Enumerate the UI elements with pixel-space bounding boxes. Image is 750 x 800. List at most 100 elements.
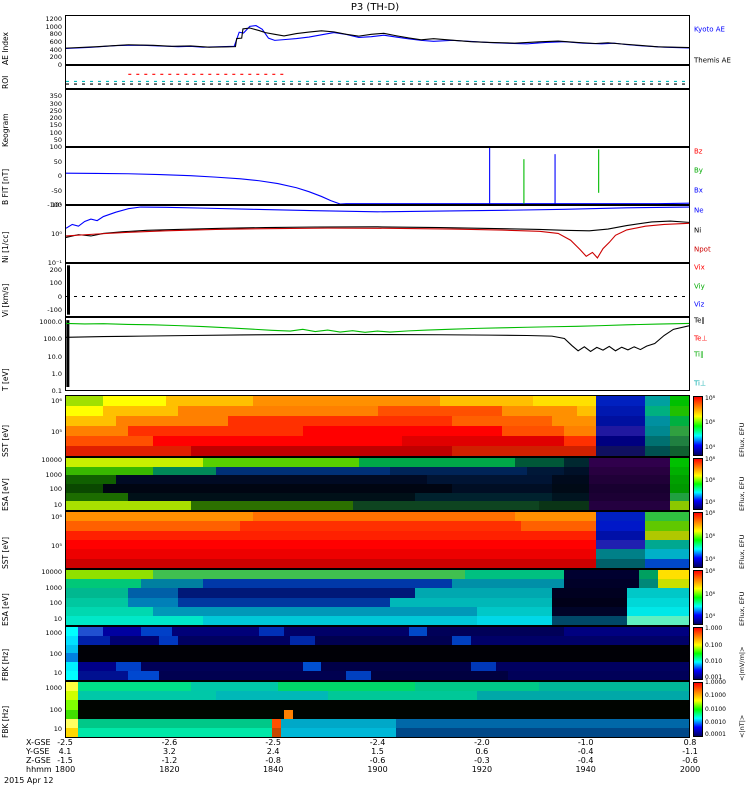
esa-ele-y-tick: 10000 [41,568,62,577]
x-tick-value: -0.4 [577,747,594,756]
spectrogram-cell [551,492,590,502]
fbk-b-colorbar-tick: 0.0010 [705,718,726,726]
spectrogram-cell [128,671,160,680]
bfit-series-svg [66,148,689,204]
x-axis-tick-values: -2.5 4.1 -1.5 1800 -2.6 3.2 -1.2 1820 -2.5 2.4 -0.… [55,738,700,786]
fbk-e-y-tick: 10 [53,668,62,677]
spectrogram-row [66,691,689,701]
esa-ele-y-label: ESA [eV] [1,593,10,626]
spectrogram-row [66,671,689,680]
esa-ele-y-axis: ESA [eV] 10000 1000 100 10 [0,569,65,626]
spectrogram-cell [78,662,116,672]
x-axis-row-label-X-GSE: X-GSE [26,738,51,747]
spectrogram-cell [66,727,79,737]
x-tick-value: -0.8 [265,756,281,765]
x-tick-value: 2000 [679,765,701,774]
esa-ion-colorbar-label: EFlux, EFU [738,476,746,511]
panel-fbk-e: FBK [Hz] 1000 100 10 1.000 0.100 0.010 0.001 <|m… [0,626,750,681]
spectrogram-cell [414,492,552,502]
spectrogram-cell [589,458,671,467]
keogram-y-tick: 50 [53,135,62,144]
bfit-y-axis: B FIT [nT] 100 50 0 -50 -100 [0,144,65,208]
spectrogram-cell [520,521,596,531]
spectrogram-cell [109,635,160,645]
keogram-y-axis: Keogram 350 300 250 200 150 100 50 [0,89,65,147]
spectrogram-row [66,606,689,616]
spectrogram-cell [371,671,509,680]
keogram-y-tick: 100 [49,128,62,137]
legend-Viy: Viy [694,282,705,291]
spectrogram-cell [190,682,278,692]
esa-ion-right-margin: 10⁸ 10⁶ 10⁴ EFlux, EFU [690,457,750,511]
spectrogram-cell [645,416,671,426]
spectrogram-row [66,539,689,550]
spectrogram-row [66,521,689,531]
fbk-b-colorbar-tick: 1.0000 [705,679,726,687]
spectrogram-cell [280,727,397,737]
spectrogram-row [66,501,689,510]
spectrogram-cell [78,709,285,719]
spectrogram-cell [66,484,104,493]
series-Themis AE [66,28,689,48]
roi-series-svg [66,66,689,88]
temp-y-tick: 0.1 [51,386,62,395]
x-tick-column-1800: -2.5 4.1 -1.5 1800 [55,738,75,774]
spectrogram-cell [645,396,671,406]
keogram-y-tick: 150 [49,121,62,129]
esa-ion-colorbar-tick: 10⁸ [705,456,716,464]
spectrogram-cell [66,436,154,446]
fbk-b-y-tick: 10 [53,725,62,734]
spectrogram-cell [271,727,281,737]
spectrogram-cell [477,606,552,616]
fbk-b-plot-area [65,681,690,738]
spectrogram-cell [66,627,79,636]
legend-Npot: Npot [694,245,711,254]
ae-y-tick: 1000 [45,22,62,31]
temp-y-tick: 10.0 [47,352,62,361]
spectrogram-row [66,492,689,502]
esa-ion-plot-area [65,457,690,511]
fbk-b-colorbar-label: <|nT|> [738,714,746,738]
keogram-y-tick: 350 [49,92,62,100]
legend-Viz: Viz [694,300,705,309]
esa-ion-y-tick: 10 [53,500,62,509]
spectrogram-cell [66,700,79,710]
spectrogram-row [66,406,689,416]
x-axis-row-label-hhmm: hhmm [26,765,52,774]
legend-Ti⊥: Ti⊥ [694,379,707,388]
spectrogram-cell [452,635,471,645]
spectrogram-cell [670,466,689,476]
spectrogram-cell [66,458,204,467]
spectrogram-cell [645,446,671,456]
spectrogram-cell [140,662,303,672]
spectrogram-cell [645,512,689,522]
spectrogram-cell [66,588,129,598]
spectrogram-cell [78,700,689,710]
spectrogram-cell [645,521,689,531]
x-tick-value: -0.6 [682,756,698,765]
ni-y-axis: Ni [1/cc] 10¹ 10⁰ 10⁻¹ [0,202,65,267]
spectrogram-cell [240,521,521,531]
spectrogram-cell [66,653,79,663]
spectrogram-cell [352,501,540,510]
x-tick-value: -1.5 [57,756,73,765]
spectrogram-cell [66,709,79,719]
spectrogram-cell [78,691,216,701]
spectrogram-cell [539,501,590,510]
spectrogram-cell [657,570,689,580]
spectrogram-cell [396,718,689,728]
spectrogram-row [66,436,689,446]
spectrogram-cell [128,597,179,607]
legend-Te⊥: Te⊥ [694,334,708,343]
spectrogram-cell [508,671,689,680]
spectrogram-cell [346,671,372,680]
esa-ion-y-axis: ESA [eV] 10000 1000 100 10 [0,457,65,511]
bfit-y-label: B FIT [nT] [1,168,10,205]
spectrogram-cell [402,436,565,446]
bfit-right-margin: Bz By Bx [690,147,750,205]
spectrogram-cell [178,588,415,598]
vi-y-tick: 200 [49,265,62,274]
ni-y-tick: 10⁻¹ [47,258,62,267]
x-axis-row-label-Z-GSE: Z-GSE [26,756,51,765]
spectrogram-cell [576,406,596,416]
